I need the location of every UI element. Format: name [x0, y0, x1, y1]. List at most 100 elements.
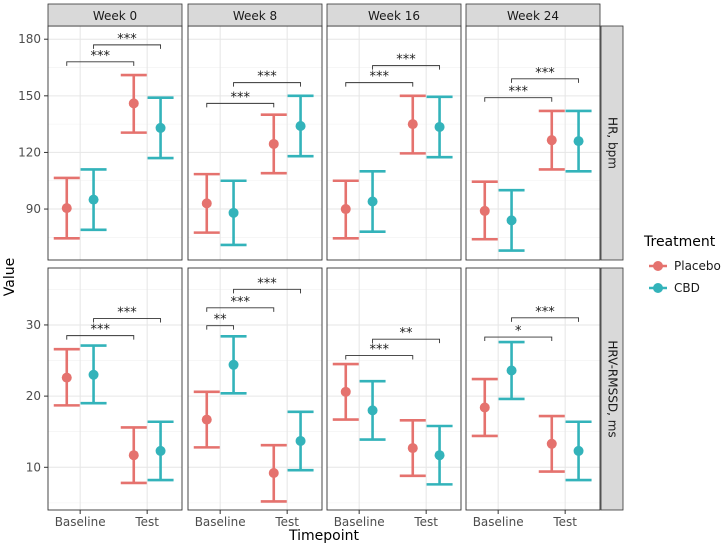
facet-strip-row — [600, 267, 624, 511]
significance-label: *** — [370, 343, 390, 358]
significance-bracket — [206, 307, 275, 312]
x-tick-label: Baseline — [55, 515, 106, 529]
y-tick-label: 180 — [18, 32, 41, 46]
legend-key-point — [653, 283, 663, 293]
significance-label: * — [515, 324, 522, 339]
x-tick-label: Baseline — [334, 515, 385, 529]
mean-point — [506, 365, 517, 376]
significance-bracket — [93, 318, 162, 323]
panel-border — [465, 267, 601, 511]
facet-strip-row — [600, 25, 624, 261]
significance-label: ** — [400, 326, 414, 341]
mean-point — [128, 450, 139, 461]
mean-point — [88, 194, 99, 205]
significance-label: *** — [396, 53, 416, 68]
panel: **** — [465, 267, 601, 511]
significance-bracket — [93, 44, 162, 49]
panel: *** *** — [47, 267, 183, 511]
mean-point — [61, 203, 72, 214]
mean-point — [407, 443, 418, 454]
facet-strip-column-label: Week 24 — [507, 9, 559, 23]
legend-title: Treatment — [643, 234, 716, 250]
y-tick-label: 30 — [26, 318, 41, 332]
mean-point — [434, 121, 445, 132]
significance-bracket — [66, 61, 135, 66]
mean-point — [340, 386, 351, 397]
significance-label: *** — [231, 295, 251, 310]
axes: 90 120 150 180 10 20 30 Baseline Test Baseline Tes… — [18, 32, 577, 529]
legend-label: Placebo — [674, 259, 721, 273]
significance-bracket — [206, 325, 235, 330]
mean-point — [546, 438, 557, 449]
significance-label: *** — [91, 49, 111, 64]
y-tick-label: 10 — [26, 460, 41, 474]
facet-strip-column — [326, 3, 462, 27]
mean-point — [228, 207, 239, 218]
significance-bracket — [372, 338, 441, 344]
mean-point — [268, 138, 279, 149]
facet-strip-column — [47, 3, 183, 27]
significance-bracket — [511, 78, 580, 83]
mean-point — [228, 359, 239, 370]
mean-point — [340, 204, 351, 215]
mean-point — [268, 467, 279, 478]
facet-strip-column — [465, 3, 601, 27]
mean-point — [573, 445, 584, 456]
significance-bracket — [206, 102, 275, 108]
significance-bracket — [484, 97, 553, 102]
significance-label: *** — [117, 32, 137, 47]
mean-point — [367, 196, 378, 207]
panel-background — [188, 26, 322, 260]
x-tick-label: Test — [134, 515, 159, 529]
legend-key-point — [653, 261, 663, 271]
mean-point — [434, 450, 445, 461]
significance-label: *** — [117, 306, 137, 321]
x-tick-label: Baseline — [195, 515, 246, 529]
panel-background — [48, 268, 182, 510]
panel-background — [188, 268, 322, 510]
panel-border — [187, 267, 323, 511]
mean-point — [573, 136, 584, 147]
significance-bracket — [233, 82, 302, 87]
x-tick-label: Test — [552, 515, 577, 529]
significance-bracket — [345, 355, 414, 360]
x-tick-label: Baseline — [473, 515, 524, 529]
mean-point — [479, 205, 490, 216]
x-tick-label: Test — [274, 515, 299, 529]
y-tick-label: 90 — [26, 202, 41, 216]
mean-point — [295, 121, 306, 132]
panel-background — [466, 268, 600, 510]
significance-label: *** — [509, 85, 529, 100]
panel: *** *** — [47, 25, 183, 261]
mean-point — [128, 98, 139, 109]
panel: *** *** — [465, 25, 601, 261]
mean-point — [479, 402, 490, 413]
significance-label: *** — [370, 70, 390, 85]
significance-label: *** — [535, 66, 555, 81]
panel: ******** — [187, 267, 323, 511]
facet-strip-row-label: HR, bpm — [606, 117, 620, 169]
panel: ***** — [326, 267, 462, 511]
panel: *** *** — [187, 25, 323, 261]
x-tick-label: Test — [413, 515, 438, 529]
y-tick-label: 120 — [18, 145, 41, 159]
mean-point — [155, 445, 166, 456]
significance-bracket — [345, 82, 414, 87]
facet-strip-column-label: Week 16 — [368, 9, 420, 23]
legend: Treatment Placebo CBD — [643, 234, 721, 295]
significance-bracket — [511, 317, 580, 322]
significance-label: ** — [214, 313, 228, 328]
significance-bracket — [66, 335, 135, 340]
y-tick-label: 20 — [26, 389, 41, 403]
significance-label: *** — [257, 276, 277, 291]
mean-point — [367, 405, 378, 416]
mean-point — [88, 369, 99, 380]
panel-border — [326, 267, 462, 511]
legend-item: Placebo — [649, 259, 721, 273]
facet-strip-row-label: HRV-RMSSD, ms — [606, 340, 620, 437]
significance-bracket — [233, 288, 302, 294]
mean-point — [407, 119, 418, 130]
panel-grid: ************ ****************** **********… — [47, 25, 601, 511]
facet-strips: Week 0 Week 8 Week 16 Week 24 HR, bpm HRV-RMS… — [47, 3, 624, 511]
mean-point — [546, 135, 557, 146]
